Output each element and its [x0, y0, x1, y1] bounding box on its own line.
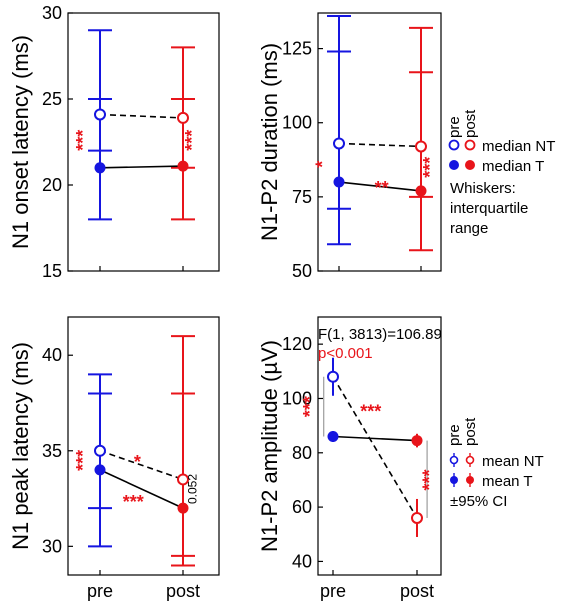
- data-point-open: [177, 111, 189, 124]
- data-point-filled: [333, 176, 345, 188]
- y-tick-label: 60: [292, 497, 312, 517]
- panel-amplitude: F(1, 3813)=106.89 p<0.001 40 60 80 100 120 pr…: [257, 316, 442, 601]
- y-tick-label: 120: [282, 334, 312, 354]
- significance-annotation: ***: [123, 492, 144, 512]
- data-point-filled: [411, 435, 423, 447]
- legend-top-note-1: Whiskers:: [450, 180, 516, 197]
- legend-top-pre-open-marker: [448, 139, 460, 151]
- data-point-open: [327, 370, 339, 383]
- significance-annotation: **: [375, 178, 389, 198]
- y-axis-label: N1 peak latency (ms): [8, 342, 33, 550]
- data-point-open: [333, 137, 345, 150]
- data-point-open: [411, 511, 423, 524]
- y-axis-label: N1-P2 duration (ms): [257, 43, 282, 241]
- data-point-open: [177, 473, 189, 486]
- legend-bottom-nt-pre-marker: [449, 453, 459, 467]
- data-point-filled: [177, 502, 189, 514]
- legend-bottom-t-post-marker: [466, 473, 474, 487]
- legend-bottom-entry-nt: mean NT: [482, 453, 544, 470]
- legend-top-post-filled-marker: [465, 160, 475, 170]
- legend-bottom-note: ±95% CI: [450, 493, 507, 510]
- data-point-filled: [94, 464, 106, 476]
- legend-top-post-label: post: [462, 109, 479, 138]
- significance-annotation: ***: [420, 157, 440, 178]
- series-line: [99, 450, 184, 481]
- series-line: [338, 181, 422, 192]
- legend-top: pre post median NT median T Whiskers: in…: [446, 109, 555, 237]
- panel-onset-latency: 15 20 25 30 N1 onset latency (ms) *** ***: [8, 3, 220, 281]
- y-tick-label: 40: [292, 551, 312, 571]
- data-point-filled: [94, 162, 106, 174]
- x-tick-label: pre: [320, 581, 346, 601]
- x-tick-label: post: [166, 581, 200, 601]
- significance-annotation: *: [134, 452, 141, 472]
- y-tick-label: 15: [42, 261, 62, 281]
- significance-annotation: *: [312, 161, 332, 168]
- series-line: [99, 113, 184, 119]
- p-value-label: p<0.001: [318, 345, 373, 362]
- legend-top-pre-filled-marker: [449, 160, 459, 170]
- significance-annotation: ***: [73, 450, 93, 471]
- legend-bottom-t-pre-marker: [450, 473, 458, 487]
- y-tick-label: 30: [42, 536, 62, 556]
- series-line: [338, 142, 422, 148]
- legend-top-post-open-marker: [464, 139, 476, 151]
- x-tick-label: pre: [87, 581, 113, 601]
- y-tick-label: 20: [42, 175, 62, 195]
- axes-box: [67, 12, 220, 272]
- significance-annotation: ***: [182, 130, 202, 151]
- legend-bottom-entry-t: mean T: [482, 473, 533, 490]
- y-tick-label: 80: [292, 443, 312, 463]
- y-tick-label: 75: [292, 187, 312, 207]
- series-line: [99, 469, 184, 509]
- axes-box: [317, 316, 442, 576]
- y-tick-label: 35: [42, 441, 62, 461]
- y-tick-label: 25: [42, 89, 62, 109]
- y-axis-label: N1-P2 amplitude (µV): [257, 340, 282, 552]
- significance-annotation: ***: [360, 401, 381, 421]
- axes-box: [67, 316, 220, 576]
- legend-bottom-nt-post-marker: [465, 453, 475, 467]
- y-tick-label: 100: [282, 113, 312, 133]
- series-line: [332, 376, 418, 519]
- significance-annotation: ***: [300, 396, 320, 417]
- x-tick-label: post: [400, 581, 434, 601]
- legend-bottom-pre-label: pre: [446, 424, 463, 446]
- y-tick-label: 30: [42, 3, 62, 23]
- significance-annotation: ***: [73, 130, 93, 151]
- y-tick-label: 100: [282, 388, 312, 408]
- legend-bottom-post-label: post: [462, 417, 479, 446]
- data-point-open: [94, 108, 106, 121]
- data-point-filled: [415, 185, 427, 197]
- data-point-open: [415, 140, 427, 153]
- legend-bottom: pre post mean NT mean T ±95% CI: [446, 417, 544, 510]
- legend-top-entry-t: median T: [482, 158, 544, 175]
- y-tick-label: 50: [292, 261, 312, 281]
- y-tick-label: 40: [42, 345, 62, 365]
- y-axis-label: N1 onset latency (ms): [8, 35, 33, 249]
- y-tick-label: 125: [282, 39, 312, 59]
- legend-top-entry-nt: median NT: [482, 138, 555, 155]
- data-point-filled: [327, 430, 339, 442]
- f-statistic-label: F(1, 3813)=106.89: [318, 326, 442, 343]
- significance-annotation: 0.052: [185, 474, 199, 504]
- data-point-filled: [177, 160, 189, 172]
- legend-top-note-3: range: [450, 220, 488, 237]
- data-point-open: [94, 444, 106, 457]
- legend-top-note-2: interquartile: [450, 200, 528, 217]
- series-line: [332, 435, 418, 442]
- significance-annotation: ***: [419, 469, 439, 490]
- legend-top-pre-label: pre: [446, 116, 463, 138]
- series-line: [99, 165, 184, 169]
- axes-box: [317, 12, 442, 272]
